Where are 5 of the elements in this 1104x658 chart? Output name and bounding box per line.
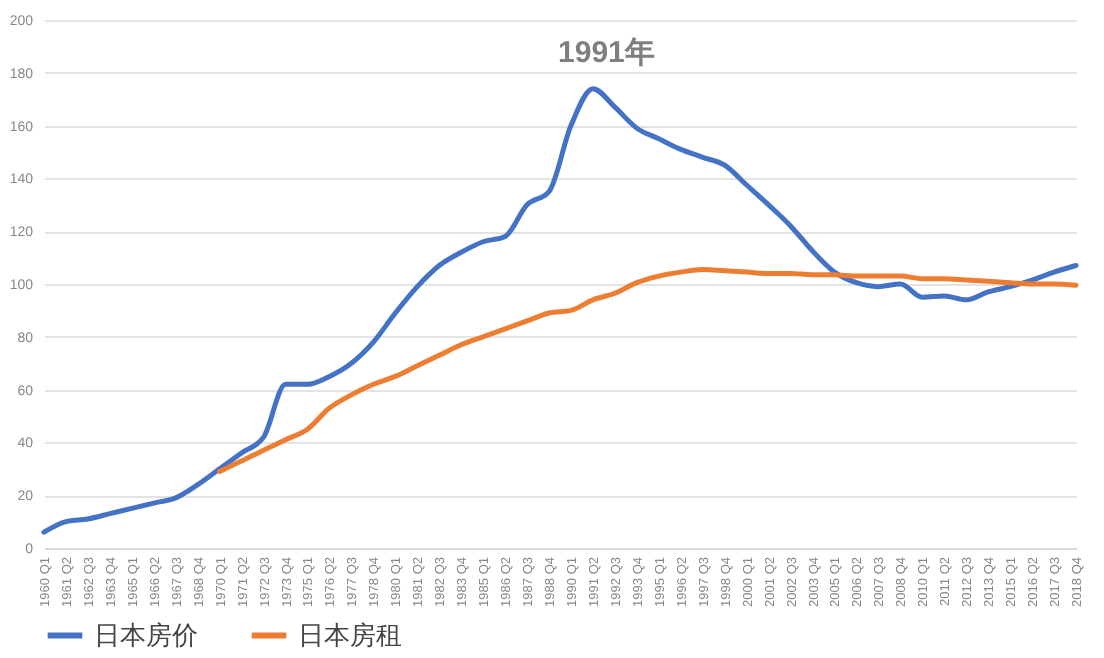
line-series: [217, 266, 1079, 474]
legend-label: 日本房租: [298, 619, 402, 650]
legend-label: 日本房价: [94, 619, 198, 650]
line-series: [41, 86, 1079, 535]
annotation: 1991年: [558, 36, 655, 70]
